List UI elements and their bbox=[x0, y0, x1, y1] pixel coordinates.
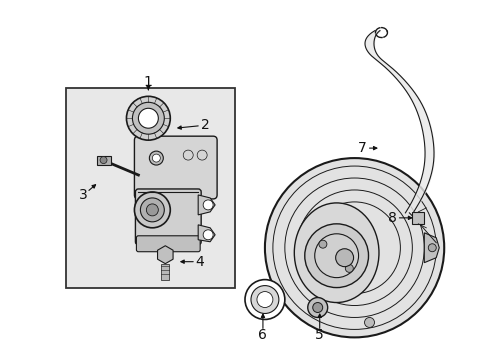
Text: 2: 2 bbox=[201, 118, 209, 132]
Circle shape bbox=[132, 102, 164, 134]
Bar bbox=[65, 88, 235, 288]
Polygon shape bbox=[157, 246, 173, 264]
Circle shape bbox=[335, 249, 353, 267]
Circle shape bbox=[100, 157, 107, 163]
Polygon shape bbox=[198, 225, 215, 242]
Text: 6: 6 bbox=[258, 328, 267, 342]
Circle shape bbox=[314, 234, 358, 278]
Circle shape bbox=[134, 192, 170, 228]
Circle shape bbox=[250, 285, 278, 314]
FancyBboxPatch shape bbox=[134, 136, 217, 199]
Text: 5: 5 bbox=[315, 328, 324, 342]
Ellipse shape bbox=[294, 203, 378, 302]
Circle shape bbox=[149, 151, 163, 165]
Circle shape bbox=[256, 292, 272, 307]
Bar bbox=[161, 264, 169, 280]
Polygon shape bbox=[198, 195, 215, 215]
Text: 4: 4 bbox=[195, 255, 204, 269]
Circle shape bbox=[318, 240, 326, 248]
Circle shape bbox=[304, 224, 368, 288]
Polygon shape bbox=[424, 233, 438, 263]
FancyBboxPatch shape bbox=[136, 236, 200, 252]
Bar bbox=[96, 156, 110, 165]
Circle shape bbox=[312, 302, 322, 312]
Text: 3: 3 bbox=[79, 188, 88, 202]
FancyBboxPatch shape bbox=[135, 189, 201, 245]
Bar bbox=[411, 212, 424, 224]
Circle shape bbox=[364, 318, 374, 328]
Text: 8: 8 bbox=[387, 211, 396, 225]
Circle shape bbox=[152, 154, 160, 162]
Circle shape bbox=[203, 230, 213, 240]
Text: 7: 7 bbox=[357, 141, 366, 155]
Circle shape bbox=[140, 198, 164, 222]
Circle shape bbox=[264, 158, 443, 337]
Circle shape bbox=[203, 200, 213, 210]
Circle shape bbox=[427, 244, 435, 252]
Circle shape bbox=[126, 96, 170, 140]
Circle shape bbox=[138, 108, 158, 128]
Circle shape bbox=[345, 264, 353, 273]
Circle shape bbox=[244, 280, 285, 319]
Circle shape bbox=[307, 298, 327, 318]
Circle shape bbox=[146, 204, 158, 216]
Text: 1: 1 bbox=[143, 75, 152, 89]
